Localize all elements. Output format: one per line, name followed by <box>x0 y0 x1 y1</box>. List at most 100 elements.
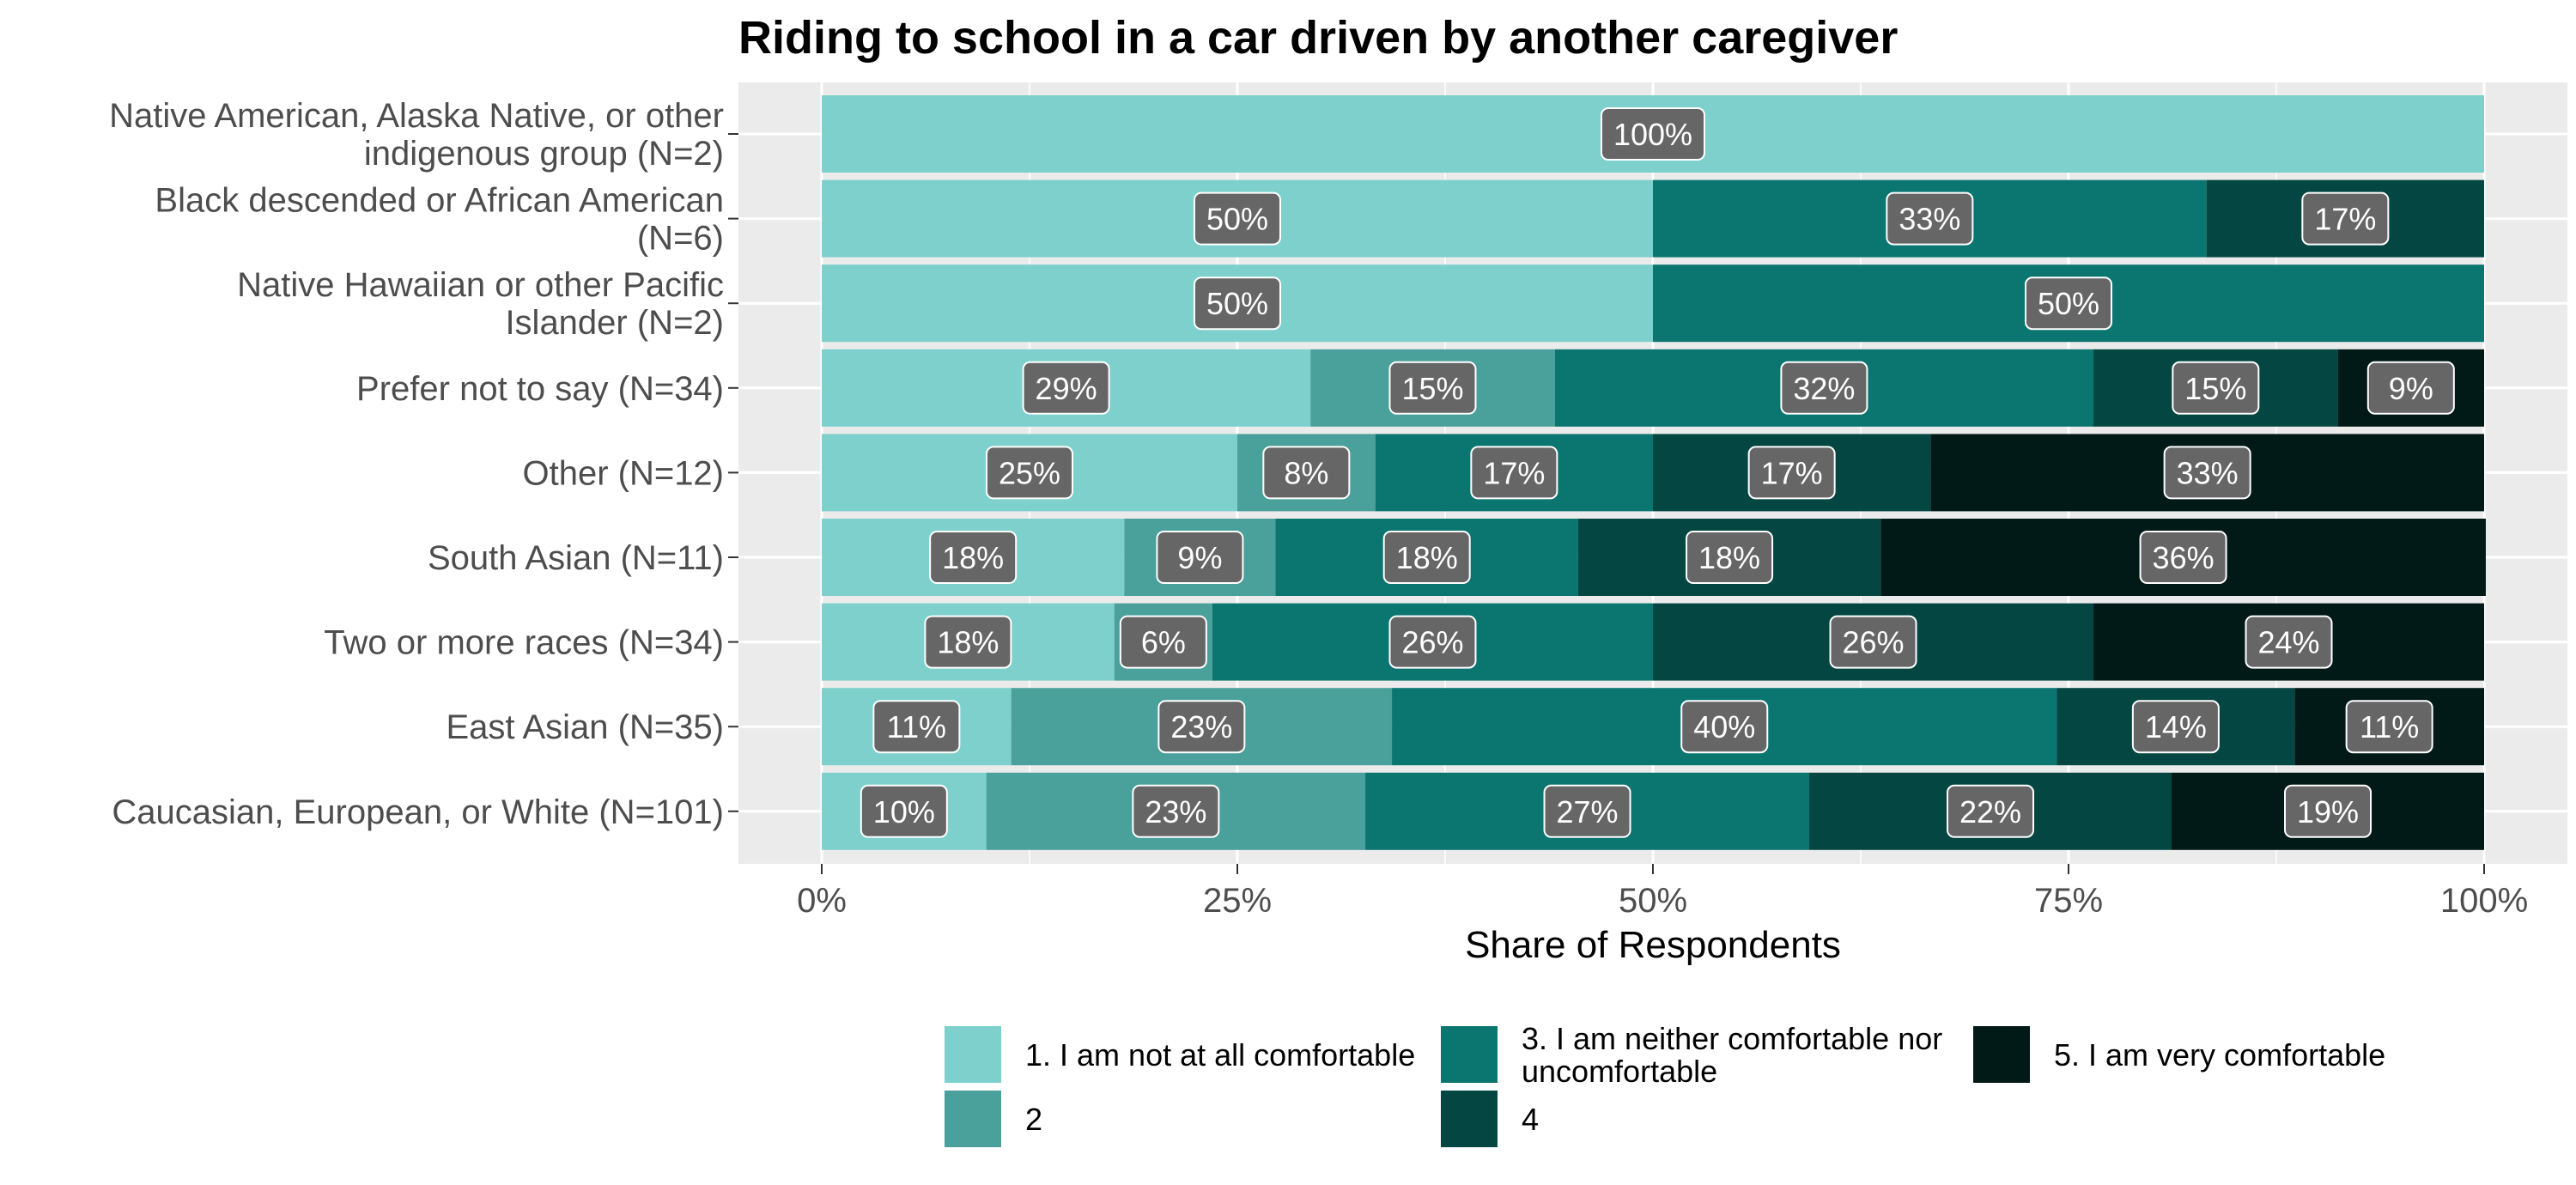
x-tick-label: 25% <box>1203 882 1272 920</box>
data-label-text: 25% <box>999 455 1060 490</box>
category-label-line: Black descended or African American <box>155 182 724 220</box>
data-label: 15% <box>1388 361 1477 415</box>
data-label: 11% <box>872 700 961 754</box>
legend-label-line: 1. I am not at all comfortable <box>1025 1037 1415 1073</box>
category-label-line: (N=6) <box>637 220 724 258</box>
x-tick-label: 0% <box>797 882 847 920</box>
data-label-text: 17% <box>1483 455 1545 490</box>
data-label-box <box>1686 531 1774 584</box>
legend-item: 2 <box>945 1091 1042 1147</box>
legend-label-line: 4 <box>1522 1102 1539 1137</box>
legend-label: 5. I am very comfortable <box>2054 1037 2385 1073</box>
data-label: 19% <box>2284 784 2372 838</box>
data-label: 33% <box>1886 191 1974 246</box>
category-label-line: Native American, Alaska Native, or other <box>109 97 724 135</box>
category-label: Caucasian, European, or White (N=101) <box>112 793 724 831</box>
data-label-box <box>1947 784 2035 838</box>
data-label: 50% <box>2025 276 2112 331</box>
legend-item: 4 <box>1441 1091 1539 1147</box>
data-label-text: 8% <box>1284 455 1328 490</box>
data-label-text: 11% <box>2360 709 2419 744</box>
data-label-box <box>1780 361 1868 415</box>
data-label-box <box>2245 615 2333 669</box>
data-label-text: 9% <box>1177 540 1222 575</box>
data-label-box <box>1543 784 1631 838</box>
data-label: 14% <box>2131 700 2220 754</box>
data-label-box <box>1470 446 1558 500</box>
category-label: Two or more races (N=34) <box>324 624 724 662</box>
legend-label-line: 5. I am very comfortable <box>2054 1037 2385 1073</box>
data-label-text: 100% <box>1613 117 1692 152</box>
legend-swatch <box>945 1026 1001 1083</box>
data-label-text: 10% <box>873 794 935 830</box>
data-label: 18% <box>924 615 1012 669</box>
data-label-text: 11% <box>887 709 946 744</box>
data-label: 15% <box>2172 361 2260 415</box>
data-label-text: 29% <box>1036 371 1097 406</box>
category-label: East Asian (N=35) <box>447 708 725 746</box>
legend-item: 3. I am neither comfortable nor uncomfort… <box>1441 1021 1942 1089</box>
legend-swatch <box>1441 1026 1498 1083</box>
data-label-text: 33% <box>1899 202 1960 237</box>
data-label-text: 50% <box>1206 286 1268 321</box>
data-label-box <box>1747 446 1836 500</box>
data-label: 18% <box>1382 531 1471 584</box>
data-label-text: 19% <box>2297 794 2359 830</box>
data-label-text: 17% <box>1761 455 1823 490</box>
category-label-line: Native Hawaiian or other Pacific <box>237 266 724 304</box>
data-label-box <box>2163 446 2251 500</box>
category-label: Black descended or African American (N=6) <box>155 182 724 258</box>
legend-label: 3. I am neither comfortable nor uncomfort… <box>1522 1021 1942 1089</box>
data-label: 9% <box>2366 361 2455 415</box>
data-label-box <box>1119 615 1207 669</box>
data-label: 18% <box>1686 531 1774 584</box>
category-label: Prefer not to say (N=34) <box>356 370 724 408</box>
category-label-line: Two or more races (N=34) <box>324 624 724 662</box>
data-label-box <box>1829 615 1917 669</box>
data-label-text: 50% <box>1206 202 1268 237</box>
data-label-text: 32% <box>1793 371 1855 406</box>
data-label-box <box>2301 191 2390 246</box>
legend-swatch <box>1973 1026 2030 1083</box>
legend-item: 5. I am very comfortable <box>1973 1026 2385 1083</box>
data-label-box <box>2131 700 2220 754</box>
data-label: 50% <box>1194 191 1281 246</box>
data-label: 27% <box>1543 784 1631 838</box>
data-label-box <box>2284 784 2372 838</box>
data-label-box <box>1194 191 1281 246</box>
legend-label: 4 <box>1522 1102 1539 1137</box>
data-label-box <box>1262 446 1351 500</box>
data-label: 40% <box>1680 700 1769 754</box>
data-label-box <box>924 615 1012 669</box>
legend-label: 2 <box>1025 1102 1042 1137</box>
data-label-text: 22% <box>1959 794 2021 830</box>
data-label-text: 15% <box>2184 371 2246 406</box>
data-label-box <box>1156 531 1244 584</box>
category-label-line: Prefer not to say (N=34) <box>356 370 724 408</box>
data-label-box <box>1382 531 1471 584</box>
data-label: 17% <box>1747 446 1836 500</box>
data-label-box <box>2025 276 2112 331</box>
data-label: 23% <box>1132 784 1220 838</box>
data-label: 23% <box>1157 700 1246 754</box>
data-label: 36% <box>2139 531 2227 584</box>
data-label: 50% <box>1194 276 1281 331</box>
legend-label-line: 2 <box>1025 1102 1042 1137</box>
data-label-text: 17% <box>2314 202 2376 237</box>
data-label-box <box>872 700 961 754</box>
data-label-text: 15% <box>1401 371 1463 406</box>
data-label: 6% <box>1119 615 1207 669</box>
data-label: 100% <box>1601 107 1705 161</box>
data-label-box <box>1388 615 1477 669</box>
category-label: Native Hawaiian or other Pacific Islander… <box>237 266 724 342</box>
data-label-box <box>1886 191 1974 246</box>
data-label-text: 14% <box>2145 709 2207 744</box>
x-tick-label: 75% <box>2034 882 2103 920</box>
data-label-box <box>2345 700 2433 754</box>
data-label: 29% <box>1022 361 1110 415</box>
data-label-box <box>1680 700 1769 754</box>
data-label: 9% <box>1156 531 1244 584</box>
data-label: 8% <box>1262 446 1351 500</box>
data-label-text: 23% <box>1170 709 1232 744</box>
